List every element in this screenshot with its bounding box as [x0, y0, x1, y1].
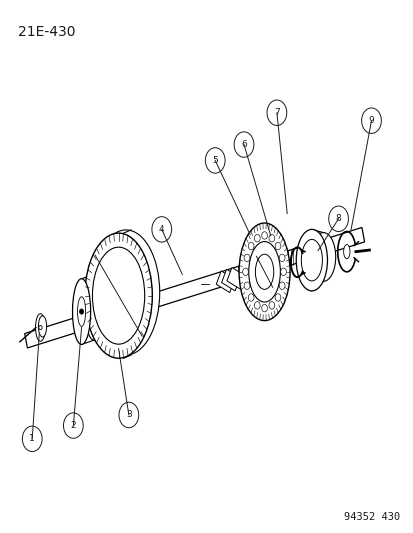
Circle shape — [268, 235, 274, 242]
Text: 94352 430: 94352 430 — [343, 512, 399, 522]
Circle shape — [268, 302, 274, 309]
Ellipse shape — [255, 254, 273, 289]
Ellipse shape — [77, 297, 85, 326]
Ellipse shape — [92, 247, 145, 344]
Text: 2: 2 — [70, 421, 76, 430]
Ellipse shape — [343, 245, 349, 259]
Circle shape — [280, 268, 286, 276]
Circle shape — [248, 243, 254, 250]
Ellipse shape — [36, 314, 45, 341]
Polygon shape — [226, 268, 245, 289]
Circle shape — [244, 254, 249, 262]
Text: 7: 7 — [273, 108, 279, 117]
Circle shape — [279, 254, 284, 262]
Circle shape — [242, 268, 248, 276]
Circle shape — [39, 325, 42, 329]
Text: 5: 5 — [212, 156, 218, 165]
Polygon shape — [216, 271, 234, 293]
Ellipse shape — [72, 279, 90, 344]
Polygon shape — [221, 269, 240, 291]
Ellipse shape — [92, 230, 159, 355]
Circle shape — [279, 282, 284, 289]
Text: 8: 8 — [335, 214, 341, 223]
Polygon shape — [25, 228, 364, 348]
Ellipse shape — [310, 232, 335, 281]
Text: 3: 3 — [126, 410, 131, 419]
Ellipse shape — [248, 241, 280, 302]
Ellipse shape — [85, 274, 103, 340]
Circle shape — [244, 282, 249, 289]
Circle shape — [248, 294, 254, 301]
Ellipse shape — [301, 239, 322, 281]
Text: 4: 4 — [159, 225, 164, 234]
Circle shape — [275, 294, 280, 301]
Circle shape — [79, 309, 83, 314]
Text: 9: 9 — [368, 116, 373, 125]
Ellipse shape — [38, 316, 47, 337]
Circle shape — [275, 243, 280, 250]
Text: 6: 6 — [240, 140, 246, 149]
Ellipse shape — [238, 223, 290, 320]
Circle shape — [261, 232, 267, 239]
Text: 1: 1 — [29, 434, 35, 443]
Circle shape — [261, 304, 267, 312]
Circle shape — [254, 235, 259, 242]
Ellipse shape — [85, 233, 152, 358]
Ellipse shape — [296, 229, 327, 291]
Circle shape — [254, 302, 259, 309]
Text: 21E-430: 21E-430 — [18, 25, 75, 39]
